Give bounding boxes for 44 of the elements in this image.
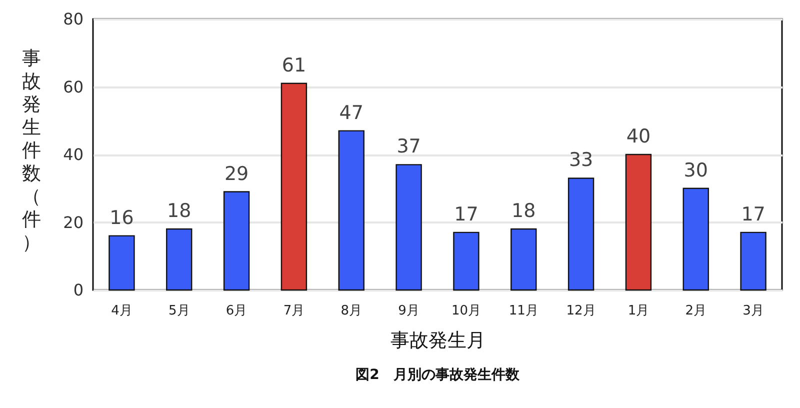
x-tick-label: 11月 — [508, 304, 538, 318]
data-label: 61 — [282, 54, 306, 76]
x-tick-label: 12月 — [566, 304, 596, 318]
bar — [223, 191, 250, 291]
y-tick-label: 20 — [63, 212, 84, 232]
x-axis-title: 事故発生月 — [390, 330, 486, 352]
bar — [338, 130, 364, 291]
bar — [453, 232, 480, 291]
data-label: 29 — [224, 162, 249, 185]
bar — [682, 188, 709, 291]
x-tick-label: 7月 — [283, 304, 305, 318]
text: 事故発生件数（件） — [22, 48, 41, 254]
x-tick-label: 2月 — [685, 304, 707, 318]
y-tick-label: 80 — [63, 10, 84, 28]
data-label: 18 — [167, 200, 192, 222]
bar — [568, 178, 594, 291]
data-label: 33 — [568, 149, 594, 172]
y-tick-label: 60 — [63, 77, 84, 96]
data-label: 47 — [339, 102, 364, 124]
bar — [625, 154, 652, 291]
bar — [108, 235, 135, 291]
bar — [510, 228, 537, 291]
x-tick-label: 4月 — [111, 304, 132, 318]
x-tick-label: 8月 — [340, 304, 362, 318]
bar — [166, 228, 192, 291]
bar — [396, 164, 422, 291]
data-label: 18 — [512, 200, 536, 222]
x-tick-label: 6月 — [226, 304, 248, 318]
text: 図2 月別の事故発生件数 — [356, 367, 520, 383]
y-tick-label: 40 — [63, 145, 84, 164]
data-label: 16 — [110, 206, 134, 229]
x-tick-label: 3月 — [742, 304, 764, 318]
bar — [280, 82, 308, 291]
bar — [740, 232, 766, 291]
x-tick-label: 9月 — [398, 304, 420, 318]
y-tick-label: 0 — [73, 280, 84, 300]
data-label: 40 — [626, 126, 651, 148]
data-label: 37 — [396, 136, 421, 158]
x-tick-label: 1月 — [628, 304, 650, 318]
data-label: 17 — [454, 203, 478, 226]
x-tick-label: 10月 — [451, 304, 481, 318]
data-label: 30 — [684, 159, 708, 182]
data-label: 17 — [741, 203, 766, 226]
x-tick-label: 5月 — [168, 304, 190, 318]
